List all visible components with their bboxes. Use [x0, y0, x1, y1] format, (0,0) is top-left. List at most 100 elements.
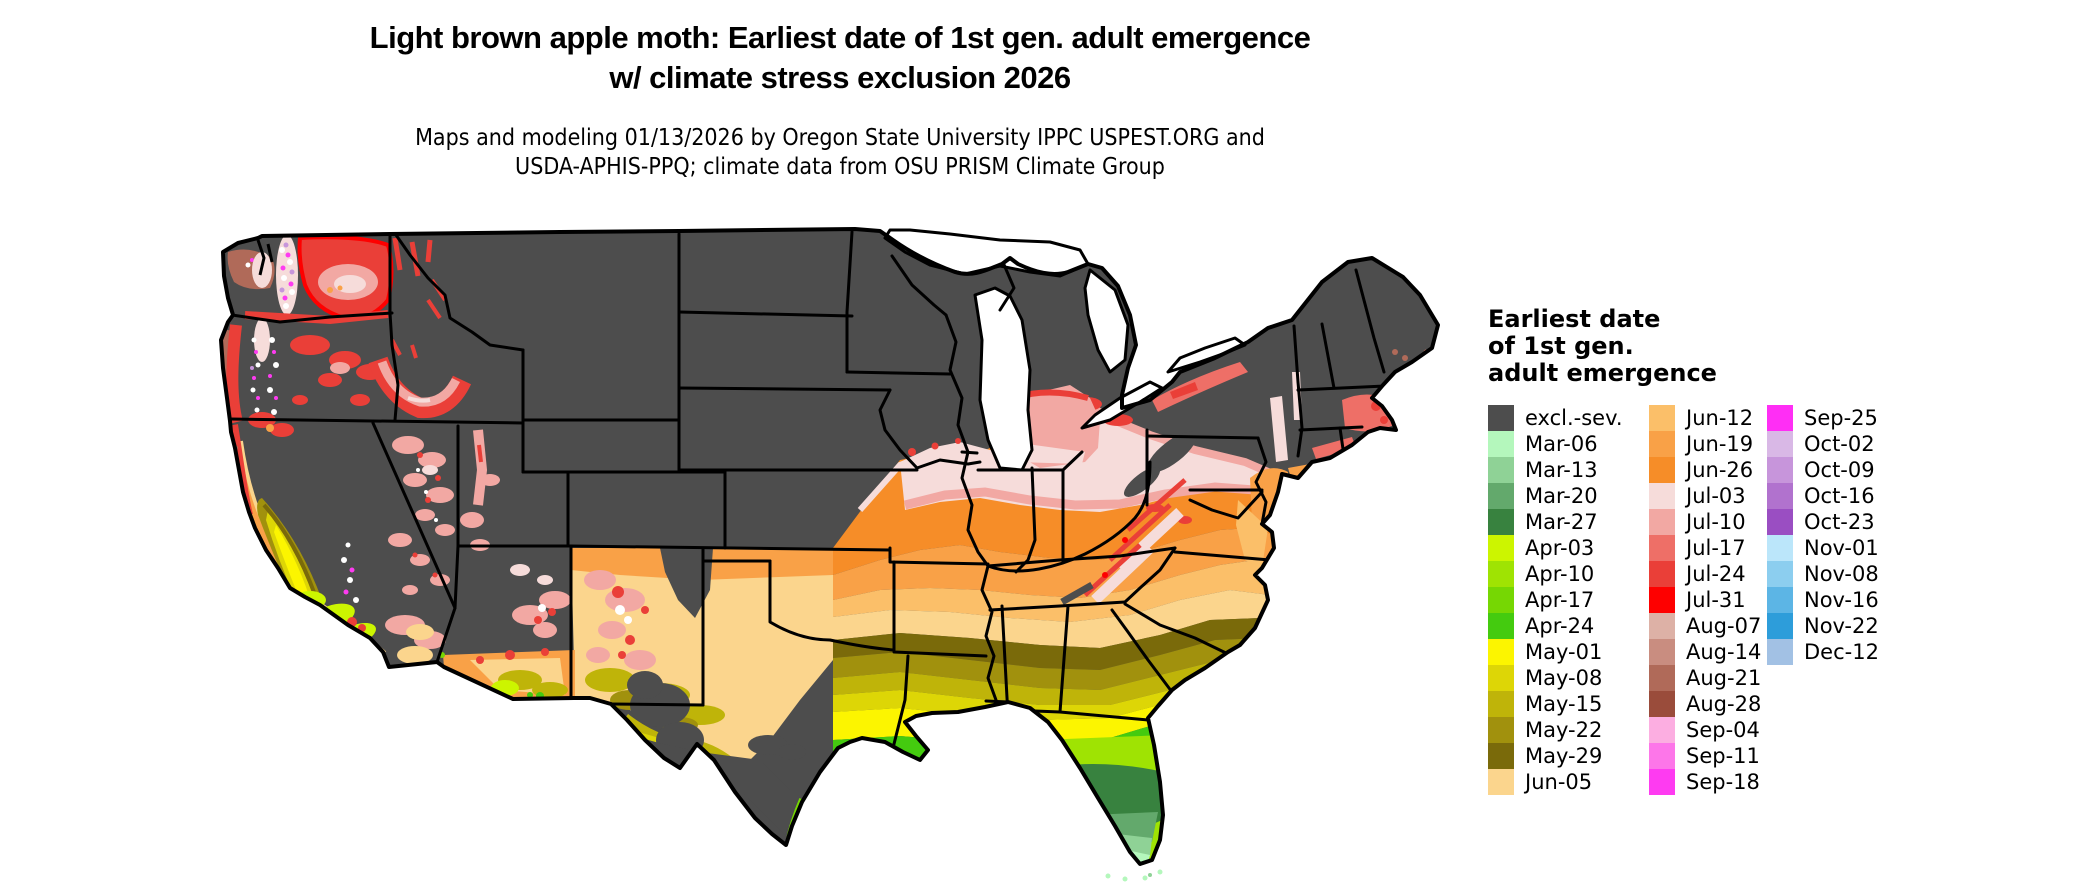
legend-item-label: Apr-03 [1525, 536, 1595, 560]
legend-swatch [1649, 561, 1675, 587]
legend-swatch [1649, 587, 1675, 613]
lake-huron [1083, 268, 1130, 374]
legend-item: May-22 [1488, 717, 1623, 743]
appalachian-mottling [1060, 431, 1197, 606]
legend-item-label: Jun-26 [1686, 458, 1754, 482]
legend-item-label: Mar-06 [1525, 432, 1598, 456]
legend-swatch [1488, 613, 1514, 639]
legend-item-label: Jul-17 [1686, 536, 1746, 560]
legend-swatch [1649, 665, 1675, 691]
legend-item: Mar-13 [1488, 457, 1623, 483]
legend-swatch [1767, 535, 1793, 561]
legend-item: Jul-03 [1649, 483, 1761, 509]
legend-item: May-08 [1488, 665, 1623, 691]
legend-item: Jun-26 [1649, 457, 1761, 483]
legend-column-2: Jun-12 Jun-19 Jun-26 Jul-03 Jul-10 Jul-17 Jul-… [1649, 405, 1761, 795]
legend-item-label: May-08 [1525, 666, 1603, 690]
legend-item: Mar-27 [1488, 509, 1623, 535]
legend-item-label: Jul-03 [1686, 484, 1746, 508]
legend-item-label: Aug-07 [1686, 614, 1762, 638]
legend-swatch [1488, 691, 1514, 717]
legend-item: Aug-28 [1649, 691, 1761, 717]
title-line-1: Light brown apple moth: Earliest date of… [369, 20, 1311, 55]
legend-item: May-01 [1488, 639, 1623, 665]
legend-swatch [1767, 483, 1793, 509]
legend-item: Apr-03 [1488, 535, 1623, 561]
legend-item-label: Sep-18 [1686, 770, 1760, 794]
legend-swatch [1649, 535, 1675, 561]
legend-item: May-29 [1488, 743, 1623, 769]
legend-item: Jun-05 [1488, 769, 1623, 795]
legend-swatch [1767, 587, 1793, 613]
legend-item-label: Nov-16 [1804, 588, 1879, 612]
legend-item: Nov-22 [1767, 613, 1879, 639]
legend-item: Jul-10 [1649, 509, 1761, 535]
legend-item-label: Aug-14 [1686, 640, 1762, 664]
legend-item-label: Mar-27 [1525, 510, 1598, 534]
legend-item-label: Jul-24 [1686, 562, 1746, 586]
map-subtitle: Maps and modeling 01/13/2026 by Oregon S… [0, 124, 1680, 182]
puget-sound-inlets [256, 239, 274, 276]
legend-item: Nov-01 [1767, 535, 1879, 561]
legend-title: Earliest date of 1st gen. adult emergenc… [1488, 305, 1717, 387]
legend-swatch [1488, 405, 1514, 431]
legend-item-label: Mar-20 [1525, 484, 1598, 508]
legend-column-1: excl.-sev. Mar-06 Mar-13 Mar-20 Mar-27 Apr-03… [1488, 405, 1623, 795]
legend-item-label: Jun-05 [1525, 770, 1593, 794]
legend-swatch [1767, 457, 1793, 483]
legend-item-label: Aug-21 [1686, 666, 1762, 690]
us-outline [219, 227, 1440, 866]
legend-swatch [1649, 483, 1675, 509]
legend-item-label: May-22 [1525, 718, 1603, 742]
legend-item: Apr-10 [1488, 561, 1623, 587]
legend-item: Jul-24 [1649, 561, 1761, 587]
legend-item-label: Oct-23 [1804, 510, 1875, 534]
legend-swatch [1649, 457, 1675, 483]
legend-swatch [1649, 717, 1675, 743]
legend-item-label: Apr-10 [1525, 562, 1595, 586]
legend-item-label: Apr-17 [1525, 588, 1595, 612]
legend-item: Sep-25 [1767, 405, 1879, 431]
legend-item-label: Oct-09 [1804, 458, 1875, 482]
legend-item: Dec-12 [1767, 639, 1879, 665]
legend-swatch [1488, 587, 1514, 613]
legend-item: Nov-08 [1767, 561, 1879, 587]
state-borders [228, 230, 1387, 762]
legend-swatch [1649, 769, 1675, 795]
legend-swatch [1649, 613, 1675, 639]
legend-item-label: May-01 [1525, 640, 1603, 664]
legend-item-label: May-29 [1525, 744, 1603, 768]
legend-swatch [1488, 431, 1514, 457]
legend-item: Oct-02 [1767, 431, 1879, 457]
legend-swatch [1649, 431, 1675, 457]
map-title: Light brown apple moth: Earliest date of… [0, 18, 1680, 98]
legend-item-label: Jul-10 [1686, 510, 1746, 534]
legend-swatch [1767, 431, 1793, 457]
legend-swatch [1488, 457, 1514, 483]
legend-swatch [1649, 405, 1675, 431]
legend-item: Sep-11 [1649, 743, 1761, 769]
florida-gradient [1040, 735, 1168, 864]
map-fill-layers [221, 229, 1438, 864]
legend-item-label: Jun-12 [1686, 406, 1754, 430]
legend-item-label: Sep-11 [1686, 744, 1760, 768]
legend-swatch [1649, 691, 1675, 717]
legend-swatch [1488, 483, 1514, 509]
legend-item-label: Nov-22 [1804, 614, 1879, 638]
legend-item: Aug-07 [1649, 613, 1761, 639]
legend-item-label: Nov-08 [1804, 562, 1879, 586]
legend: Earliest date of 1st gen. adult emergenc… [1488, 305, 2088, 795]
legend-item: Sep-18 [1649, 769, 1761, 795]
legend-swatch [1767, 509, 1793, 535]
legend-swatch [1767, 613, 1793, 639]
legend-item-label: Sep-04 [1686, 718, 1760, 742]
legend-swatch [1649, 743, 1675, 769]
subtitle-line-1: Maps and modeling 01/13/2026 by Oregon S… [415, 125, 1265, 151]
legend-swatch [1488, 717, 1514, 743]
title-line-2: w/ climate stress exclusion 2026 [609, 60, 1071, 95]
legend-item-label: Jun-19 [1686, 432, 1754, 456]
legend-item: excl.-sev. [1488, 405, 1623, 431]
legend-swatch [1488, 561, 1514, 587]
legend-item-label: Oct-02 [1804, 432, 1875, 456]
